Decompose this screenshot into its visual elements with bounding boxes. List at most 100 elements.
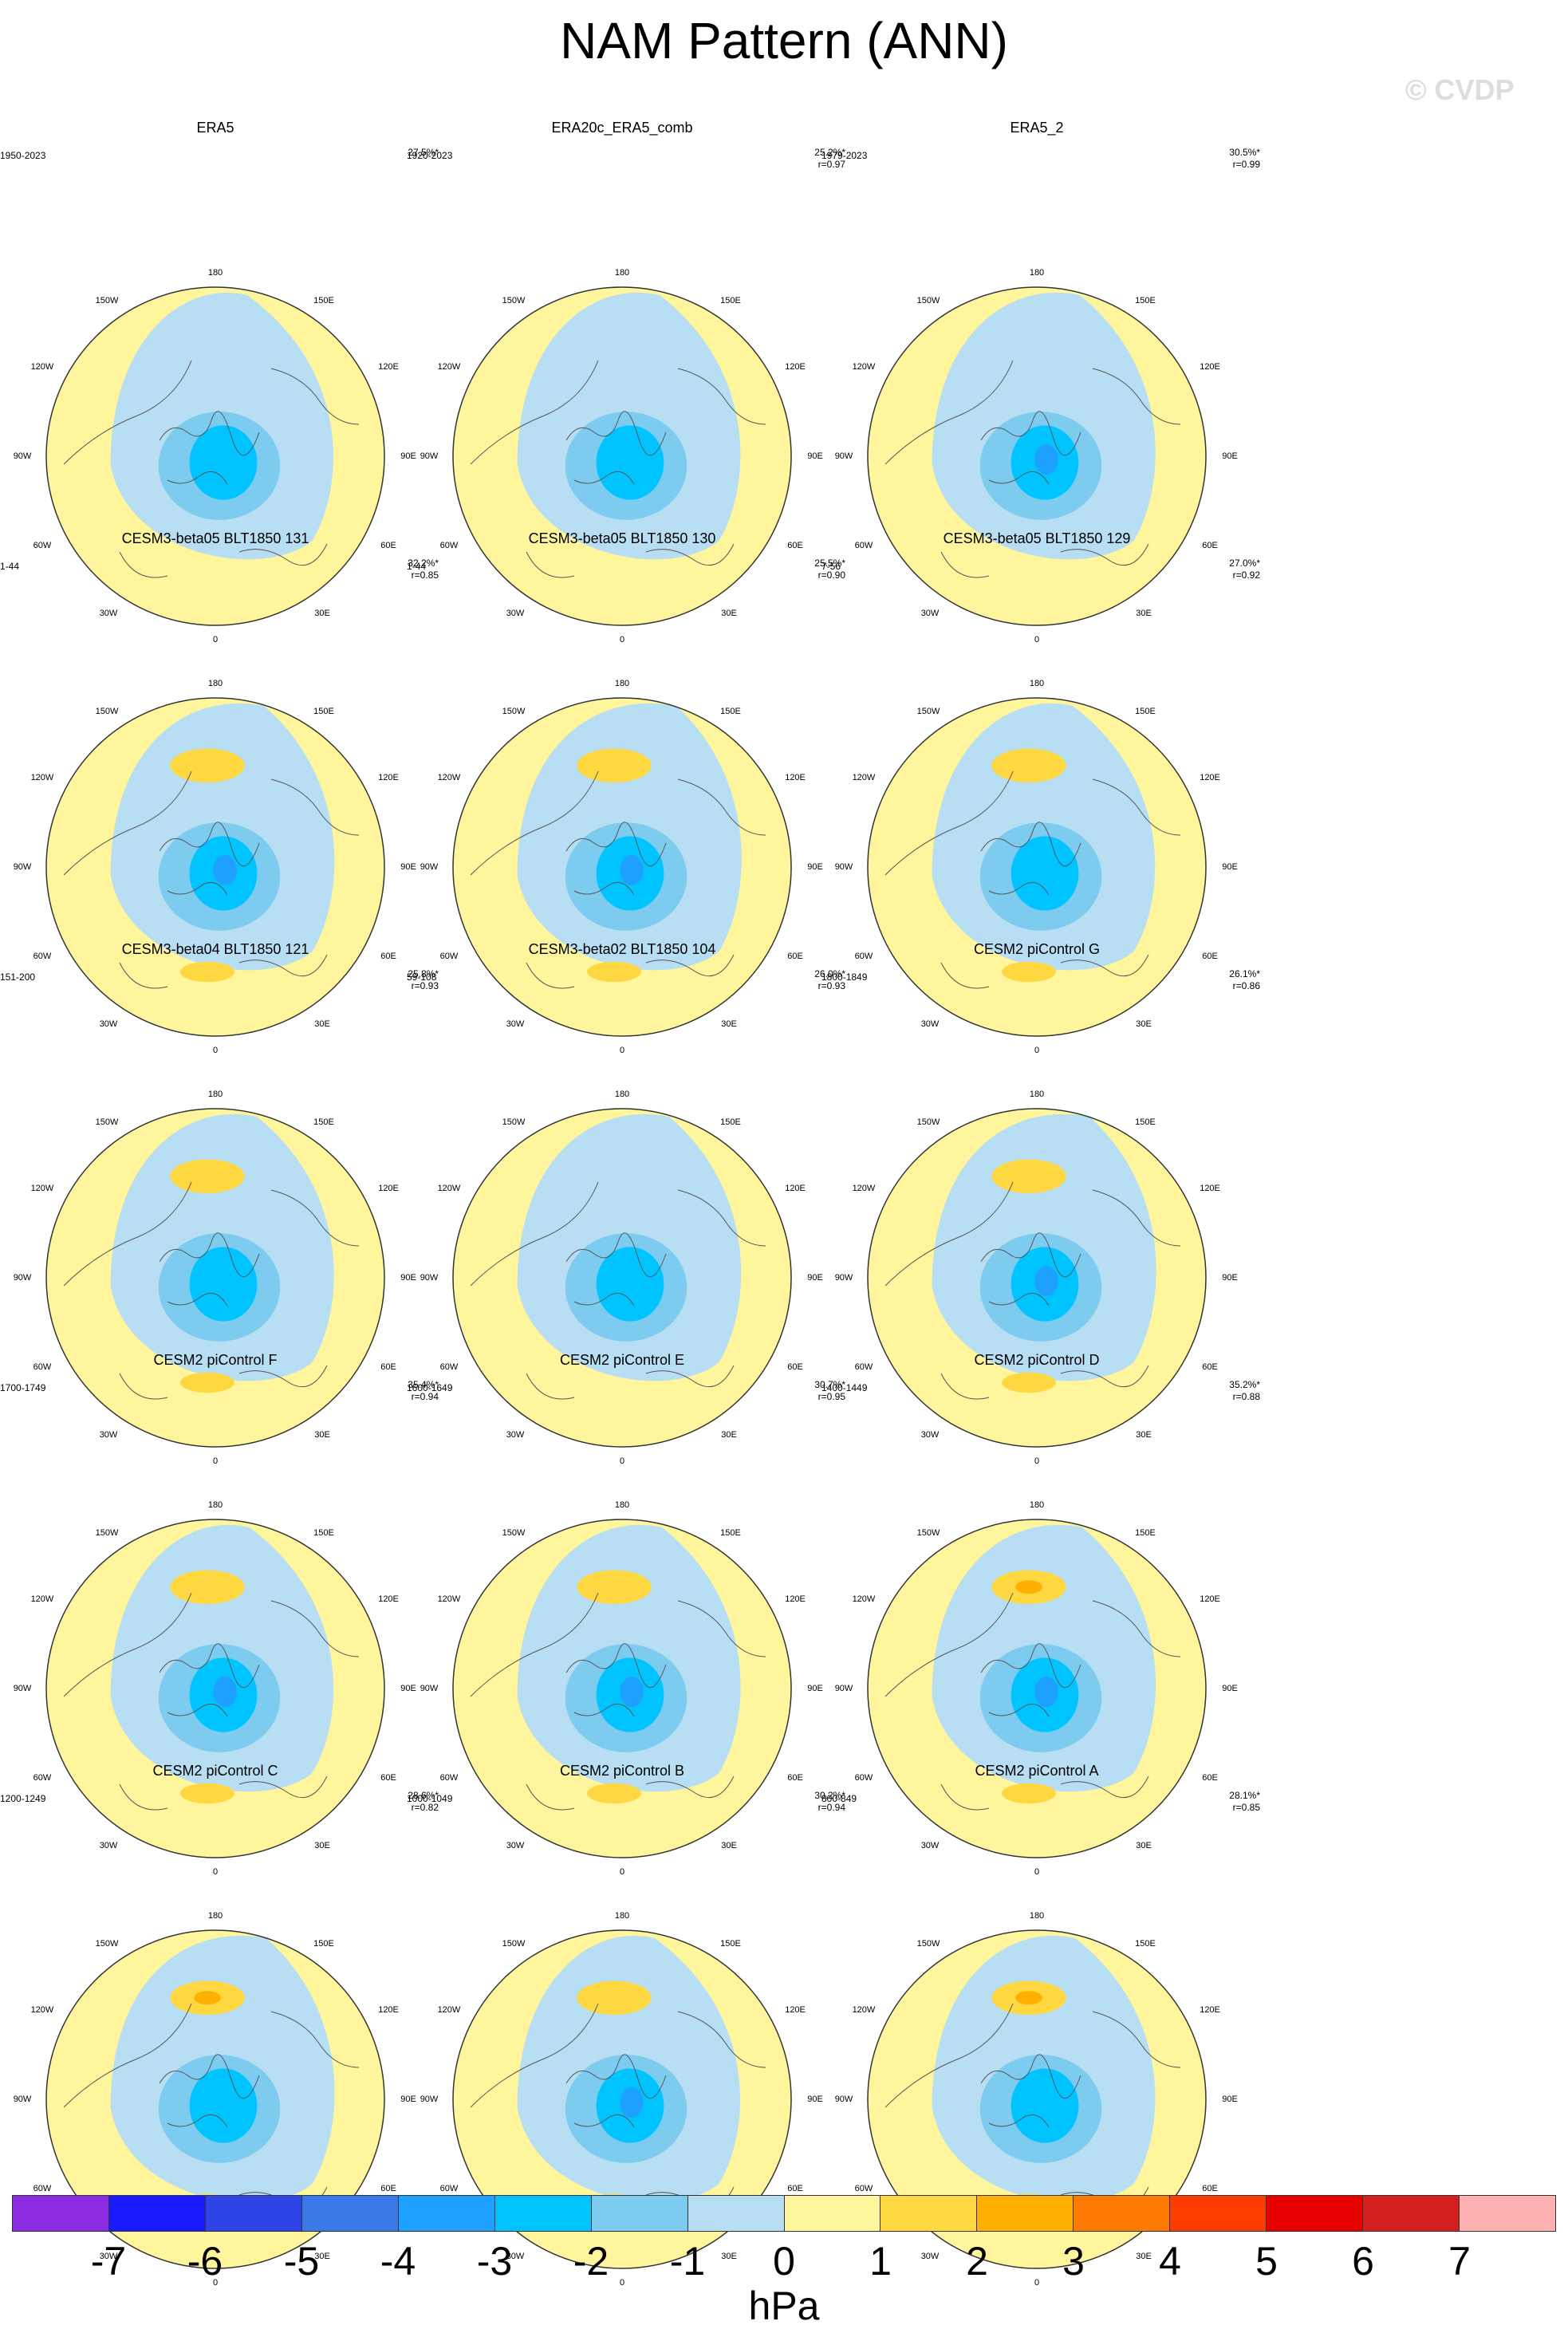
polar-map [45,286,385,626]
longitude-label: 60E [1202,1362,1218,1372]
panel-stats: 30.7%* r=0.95 [814,1379,845,1403]
longitude-label: 0 [212,1456,219,1466]
pattern-correlation: r=0.88 [1232,1391,1260,1402]
polar-map [867,286,1207,626]
longitude-label: 120E [785,2005,806,2015]
positive-anomaly-center [180,961,234,983]
longitude-label: 150W [502,1527,526,1538]
panel-title: CESM2 piControl D [974,1352,1100,1368]
longitude-label: 0 [1034,1046,1040,1055]
longitude-label: 120E [785,773,806,782]
longitude-label: 30E [721,1841,737,1851]
polar-map [452,1519,792,1858]
positive-anomaly-peak [1015,1580,1042,1594]
longitude-label: 30W [920,1841,940,1851]
longitude-label: 150E [313,706,334,716]
map-boundary [867,1108,1207,1448]
longitude-label: 90W [420,1684,439,1693]
colorbar-swatch [881,2196,978,2231]
longitude-label: 120E [378,2005,399,2015]
longitude-label: 90E [400,1273,416,1283]
longitude-label: 180 [614,1500,630,1510]
pattern-correlation: r=0.94 [411,1391,439,1402]
longitude-label: 60E [787,1773,803,1783]
map-panel: CESM2 piControl A 800-849 28.1%* r=0.85 180 0… [806,1763,1284,2288]
negative-anomaly-peak [620,1676,644,1708]
variance-explained: 25.2%* [814,147,845,158]
colorbar-swatch [591,2196,688,2231]
page-title: NAM Pattern (ANN) [560,12,1008,69]
longitude-label: 30W [99,1841,118,1851]
panel-years: 1600-1649 [407,1382,453,1393]
longitude-label: 150W [502,295,526,305]
longitude-label: 90W [420,862,439,872]
longitude-label: 180 [207,1911,223,1921]
map-panel: CESM2 piControl E 1600-1649 30.7%* r=0.95 18… [391,1352,869,1877]
longitude-label: 30W [99,1430,118,1440]
longitude-label: 150E [1135,295,1156,305]
panel-stats: 28.6%* r=0.82 [408,1790,439,1814]
longitude-label: 150E [720,706,741,716]
pattern-correlation: r=0.93 [411,980,439,991]
colorbar-swatch [398,2196,495,2231]
pattern-correlation: r=0.82 [411,1802,439,1813]
coastlines [63,1181,360,1400]
longitude-label: 150W [916,1938,940,1949]
colorbar-tick-label: -2 [573,2239,609,2284]
longitude-label: 30W [506,1019,525,1030]
longitude-label: 60E [1202,541,1218,550]
longitude-label: 120W [852,1594,876,1604]
map-boundary [452,1519,792,1858]
map-panel: CESM2 piControl D 1400-1449 35.2%* r=0.88 18… [806,1352,1284,1877]
map-panel: CESM2 piControl B 1000-1049 30.2%* r=0.94 18… [391,1763,869,2288]
panel-title: CESM3-beta04 BLT1850 121 [121,941,309,957]
panel-years: 1920-2023 [407,150,453,161]
colorbar-tick-label: 3 [1062,2239,1085,2284]
longitude-label: 150W [95,295,119,305]
longitude-label: 60W [33,1362,52,1372]
panel-title: ERA20c_ERA5_comb [551,120,693,136]
panel-title: CESM2 piControl G [973,941,1101,957]
longitude-label: 0 [212,1867,219,1877]
longitude-label: 150W [916,295,940,305]
variance-explained: 28.1%* [1229,1790,1260,1801]
colorbar-swatch [784,2196,881,2231]
map-boundary [45,1519,385,1858]
colorbar-tick-label: 5 [1255,2239,1278,2284]
variance-explained: 35.2%* [1229,1379,1260,1390]
polar-map [867,697,1207,1037]
longitude-label: 90E [1222,862,1238,872]
coastlines [470,360,766,578]
pattern-correlation: r=0.85 [411,569,439,581]
negative-anomaly-core [596,1247,664,1322]
negative-anomaly-core [1011,836,1079,911]
longitude-label: 150E [313,295,334,305]
longitude-label: 0 [1034,2278,1040,2288]
longitude-label: 150E [720,1527,741,1538]
negative-anomaly-peak [1034,1265,1058,1297]
coastlines [63,2003,360,2221]
longitude-label: 150E [1135,1117,1156,1127]
longitude-label: 180 [614,1090,630,1099]
colorbar-tick-label: -3 [476,2239,513,2284]
longitude-label: 60W [439,2184,459,2193]
panel-title: CESM3-beta02 BLT1850 104 [528,941,716,957]
variance-explained: 25.5%* [814,558,845,569]
negative-anomaly-core [189,2068,258,2143]
longitude-label: 90W [13,2095,32,2104]
polar-map [452,1929,792,2269]
longitude-label: 150W [916,1527,940,1538]
map-boundary [45,697,385,1037]
panel-stats: 25.5%* r=0.90 [814,558,845,581]
panel-years: 1-44 [0,561,20,572]
longitude-label: 30W [920,1019,940,1030]
positive-anomaly-center [1002,1372,1056,1393]
panel-title: CESM2 piControl A [975,1763,1099,1779]
colorbar-swatch [977,2196,1074,2231]
longitude-label: 180 [207,679,223,688]
coastlines [470,2003,766,2221]
longitude-label: 90E [400,451,416,461]
colorbar [12,2195,1556,2232]
longitude-label: 120W [437,362,461,372]
longitude-label: 30W [506,2252,525,2262]
